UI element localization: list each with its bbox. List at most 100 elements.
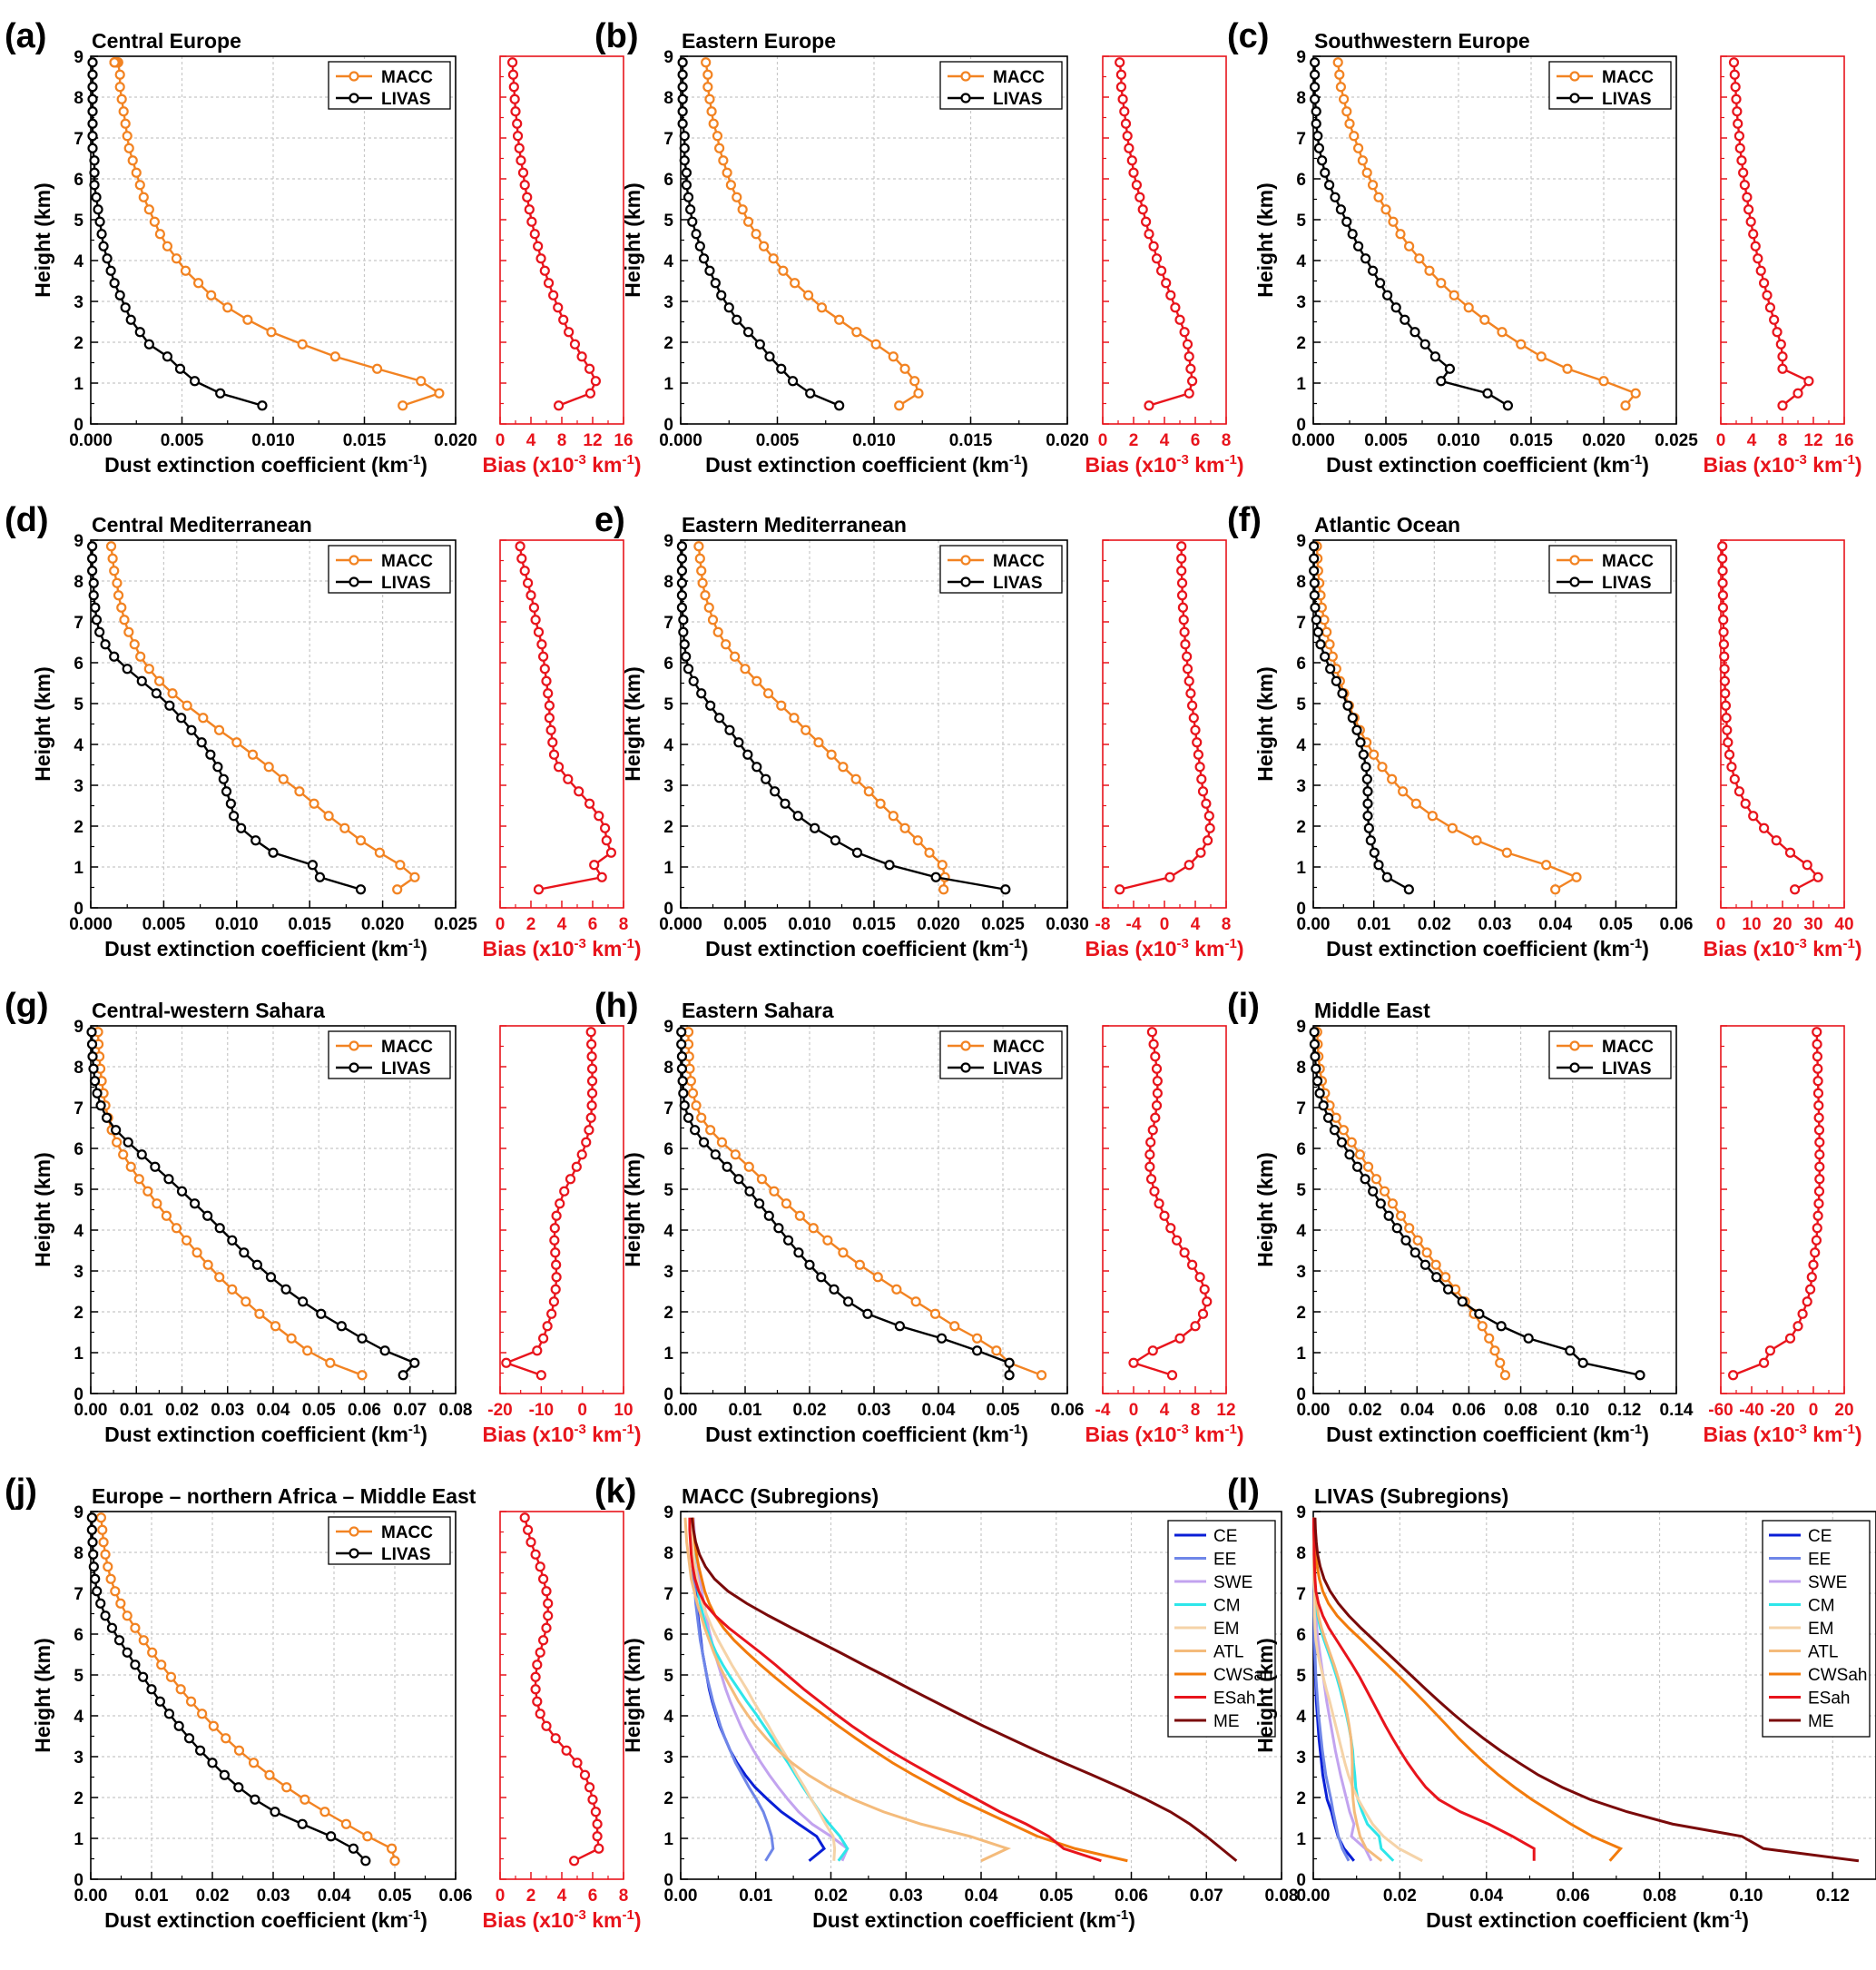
data-point — [1320, 167, 1331, 178]
data-point — [152, 1198, 162, 1209]
y-tick-label: 7 — [1296, 130, 1306, 149]
data-point — [1398, 786, 1409, 797]
data-point — [676, 1051, 688, 1062]
data-point — [316, 1308, 327, 1319]
data-point — [114, 82, 125, 93]
y-tick-label: 9 — [74, 1503, 83, 1522]
data-point — [87, 1537, 98, 1548]
data-point — [854, 1259, 865, 1270]
data-point — [1731, 94, 1742, 104]
y-tick-label: 8 — [74, 1544, 83, 1563]
data-point — [1128, 1357, 1139, 1368]
y-tick-label: 0 — [1296, 1385, 1306, 1404]
data-point — [730, 1149, 741, 1160]
data-point — [697, 577, 708, 588]
data-point — [1718, 626, 1729, 637]
data-point — [1777, 351, 1788, 362]
bias-axis-label: Bias (x10-3 km-1) — [482, 452, 641, 477]
x-tick-label: 0.00 — [664, 1886, 698, 1906]
data-point — [1176, 590, 1188, 601]
y-tick-label: 9 — [663, 1503, 673, 1522]
x-axis-label: Dust extinction coefficient (km-1) — [104, 1907, 427, 1932]
data-point — [123, 1137, 133, 1148]
data-point — [90, 1573, 101, 1584]
x-tick-label: 0.000 — [69, 915, 113, 934]
y-tick-label: 1 — [663, 1830, 673, 1849]
x-tick-label: 0.03 — [889, 1886, 923, 1906]
y-axis-label: Height (km) — [1253, 182, 1277, 298]
data-point — [309, 798, 319, 809]
data-point — [1176, 577, 1188, 588]
data-point — [1180, 639, 1191, 650]
data-point — [1311, 106, 1321, 117]
data-point — [409, 1357, 420, 1368]
data-point — [86, 1512, 97, 1523]
data-point — [742, 327, 754, 338]
data-point — [1719, 664, 1730, 675]
data-point — [1161, 278, 1172, 289]
data-point — [800, 724, 811, 735]
data-point — [924, 847, 935, 858]
legend-label-macc: MACC — [381, 68, 433, 87]
data-point — [888, 351, 899, 362]
x-axis-label: Dust extinction coefficient (km-1) — [705, 1422, 1028, 1446]
data-point — [133, 1174, 144, 1185]
data-point — [1149, 1186, 1160, 1197]
bias-subplot: -8 -4 0 4 8 Bias (x10-3 km-1) — [1085, 539, 1244, 960]
data-point — [1550, 884, 1561, 895]
data-point — [1322, 1112, 1334, 1123]
legend-label-macc: MACC — [1602, 1038, 1654, 1057]
panel-letter: (b) — [594, 17, 639, 55]
data-point — [678, 1088, 689, 1098]
data-point — [1184, 388, 1194, 399]
y-tick-label: 3 — [1296, 1748, 1306, 1768]
data-point — [1315, 639, 1326, 650]
data-point — [1717, 566, 1728, 576]
data-point — [679, 143, 690, 153]
data-point — [522, 577, 534, 588]
data-point — [150, 1161, 161, 1172]
panel-title: Eastern Mediterranean — [682, 513, 907, 537]
x-tick-label: 8 — [619, 915, 629, 934]
legend-label: SWE — [1808, 1573, 1847, 1592]
x-tick-label: 0.08 — [439, 1401, 473, 1420]
data-point — [162, 241, 173, 251]
x-tick-label: 0.015 — [852, 915, 896, 934]
y-tick-label: 5 — [1296, 695, 1306, 714]
data-point — [1400, 314, 1410, 325]
data-point — [676, 541, 688, 552]
legend: MACC LIVAS — [328, 545, 451, 594]
data-point — [1115, 69, 1127, 80]
data-point — [1383, 1210, 1394, 1221]
x-tick-label: 0.020 — [361, 915, 405, 934]
data-point — [118, 1149, 129, 1160]
data-point — [1325, 664, 1336, 675]
y-tick-label: 3 — [663, 293, 673, 312]
data-point — [87, 541, 98, 552]
legend-label-livas: LIVAS — [381, 1545, 431, 1564]
bias-axis-label: Bias (x10-3 km-1) — [1703, 1422, 1861, 1446]
x-tick-label: -40 — [1739, 1401, 1763, 1420]
y-tick-label: 0 — [74, 1871, 83, 1890]
x-tick-label: 0.06 — [1452, 1401, 1486, 1420]
data-point — [863, 786, 874, 797]
data-point — [87, 1051, 98, 1062]
data-point — [225, 798, 236, 809]
data-point — [1309, 94, 1321, 104]
data-point — [585, 1112, 596, 1123]
x-tick-label: 0 — [496, 1886, 506, 1906]
data-point — [1309, 566, 1320, 576]
data-point — [1516, 339, 1527, 350]
panel-title: Central Mediterranean — [92, 513, 312, 537]
data-point — [533, 626, 545, 637]
data-point — [281, 1782, 292, 1793]
y-tick-label: 2 — [74, 1304, 83, 1323]
data-point — [1717, 541, 1728, 552]
data-point — [1316, 155, 1328, 166]
data-point — [677, 1076, 688, 1087]
data-point — [1309, 82, 1321, 93]
data-point — [1717, 553, 1728, 564]
series-line-macc — [110, 546, 417, 891]
x-tick-label: 2 — [1129, 431, 1139, 450]
